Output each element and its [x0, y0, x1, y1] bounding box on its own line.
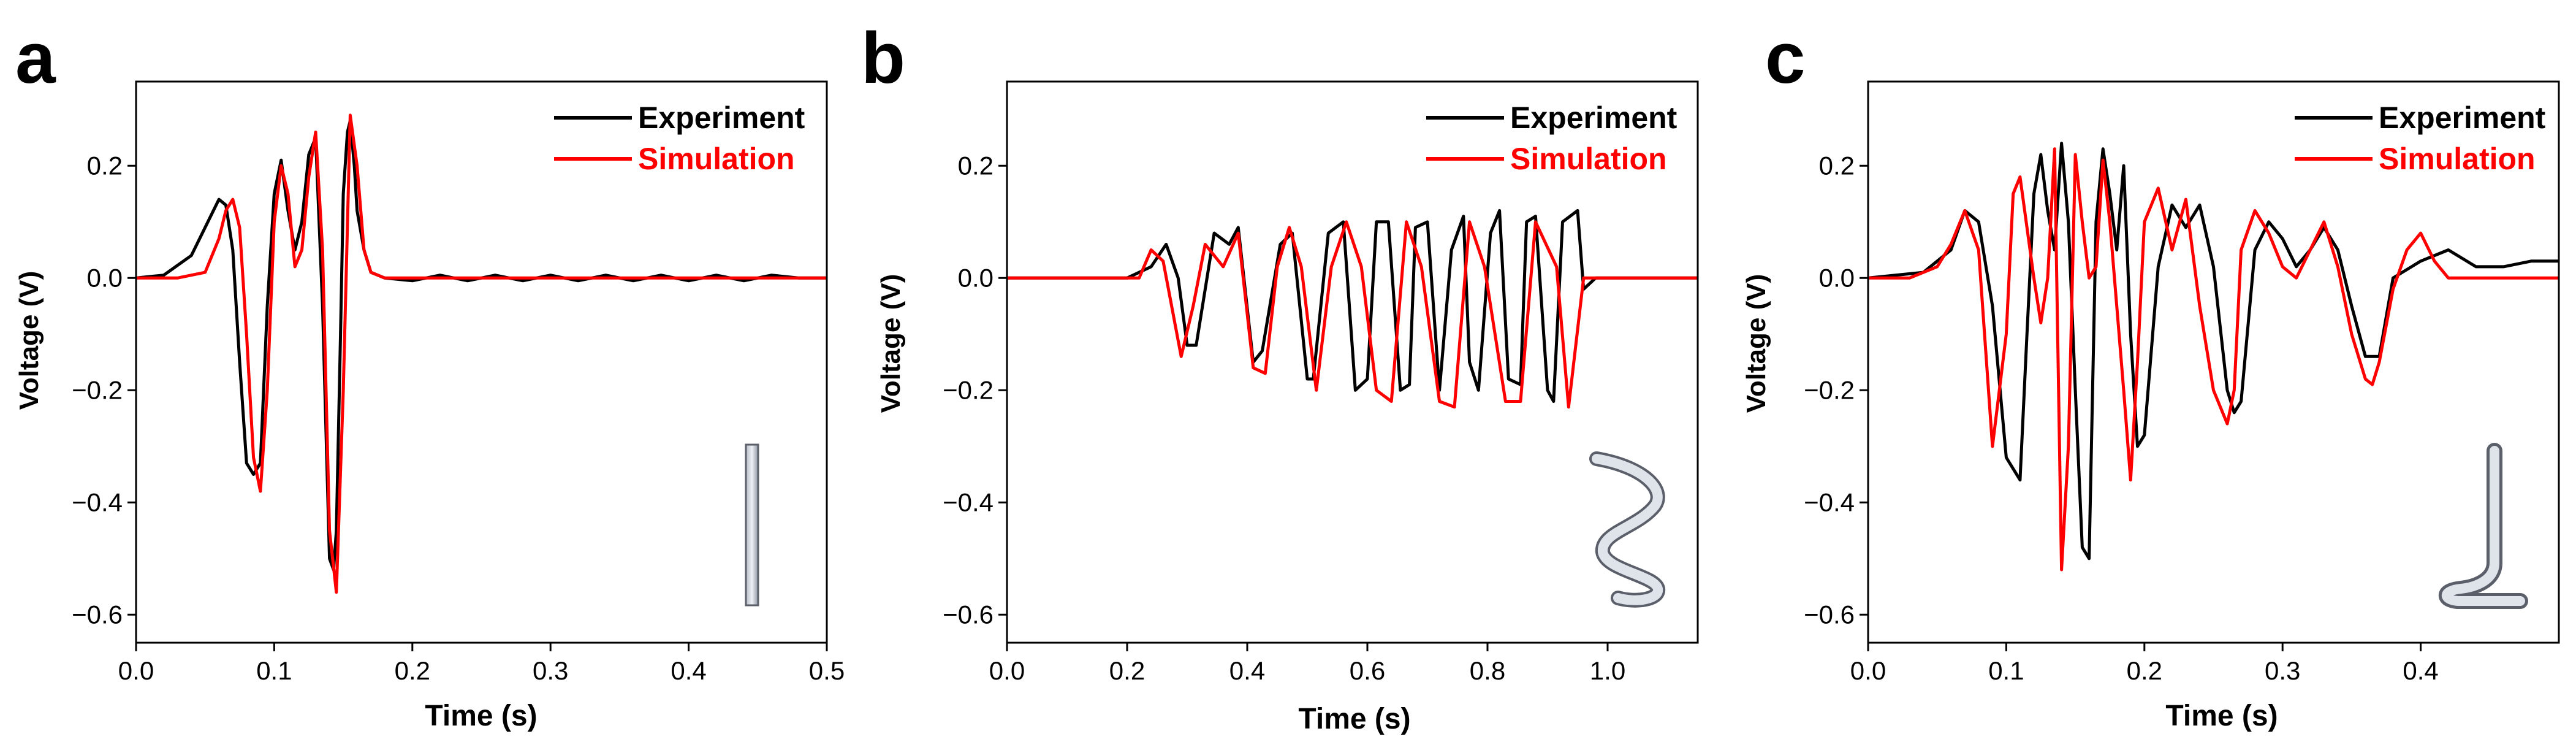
svg-text:Voltage (V): Voltage (V): [1741, 274, 1771, 413]
x-tick-label: 0.0: [989, 656, 1025, 685]
y-tick-label: −0.4: [72, 488, 123, 516]
legend-label: Experiment: [1510, 101, 1677, 135]
legend-label: Simulation: [2379, 142, 2536, 176]
series-line-experiment: [1007, 209, 1698, 403]
panel-label: c: [1765, 18, 1806, 99]
y-axis-title: Voltage (V): [1741, 274, 1771, 413]
x-tick-label: 0.5: [809, 656, 845, 685]
y-tick-label: −0.4: [1804, 488, 1855, 516]
y-tick-label: −0.2: [72, 375, 123, 404]
x-tick-label: 0.4: [1229, 656, 1265, 685]
y-tick-label: 0.2: [1819, 151, 1855, 180]
inset-helix-icon: [1589, 451, 1665, 608]
y-tick-label: −0.4: [943, 488, 994, 516]
x-tick-label: 0.1: [256, 656, 292, 685]
x-tick-label: 0.4: [671, 656, 706, 685]
y-tick-label: −0.6: [1804, 600, 1855, 629]
plot-frame: [1006, 80, 1699, 644]
x-tick-label: 0.3: [533, 656, 568, 685]
x-tick-label: 0.8: [1470, 656, 1505, 685]
x-tick-label: 0.3: [2265, 656, 2300, 685]
y-tick-label: −0.6: [72, 600, 123, 629]
svg-text:Voltage (V): Voltage (V): [876, 274, 906, 413]
series-line-simulation: [1868, 147, 2559, 572]
legend: Experiment Simulation: [554, 101, 805, 176]
x-tick-label: 0.0: [118, 656, 154, 685]
x-tick-label: 0.0: [1850, 656, 1886, 685]
series-line-simulation: [136, 113, 827, 594]
x-tick-label: 1.0: [1590, 656, 1625, 685]
y-axis-title: Voltage (V): [876, 274, 906, 413]
svg-text:Voltage (V): Voltage (V): [14, 271, 44, 410]
x-axis-title: Time (s): [425, 700, 537, 732]
y-tick-label: 0.2: [87, 151, 123, 180]
legend-label: Experiment: [638, 101, 805, 135]
y-tick-label: −0.2: [1804, 375, 1855, 404]
series-line-simulation: [1007, 220, 1698, 409]
x-tick-label: 0.4: [2403, 656, 2438, 685]
inset-straight-rod-icon: [745, 443, 759, 607]
x-axis-title: Time (s): [1298, 703, 1410, 735]
y-tick-label: −0.6: [943, 600, 994, 629]
panel-c: c Voltage (V) Time (s) 0.0 0.1 0.2 0.3 0.4 −0…: [1741, 18, 2560, 732]
y-tick-label: 0.0: [958, 263, 994, 292]
x-axis-title: Time (s): [2165, 700, 2278, 732]
y-tick-label: 0.0: [87, 263, 123, 292]
legend: Experiment Simulation: [2295, 101, 2546, 176]
y-tick-label: 0.0: [1819, 263, 1855, 292]
series-line-experiment: [136, 119, 827, 572]
legend: Experiment Simulation: [1426, 101, 1677, 176]
y-tick-label: −0.2: [943, 375, 994, 404]
panel-a: a Voltage (V) Time (s) 0.0 0.1 0.2 0.3 0.4 0.…: [14, 18, 845, 732]
legend-label: Simulation: [1510, 142, 1667, 176]
inset-j-hook-icon: [2438, 443, 2528, 609]
plot-frame: [1867, 80, 2560, 644]
y-axis-title: Voltage (V): [14, 271, 44, 410]
x-tick-label: 0.2: [395, 656, 430, 685]
panel-b: b Voltage (V) Time (s) 0.0 0.2 0.4 0.6 0.8 1.…: [861, 18, 1699, 735]
legend-label: Experiment: [2379, 101, 2546, 135]
x-tick-label: 0.2: [2127, 656, 2162, 685]
series-line-experiment: [1868, 142, 2559, 561]
panel-label: b: [861, 18, 905, 99]
plot-frame: [135, 80, 828, 644]
x-tick-label: 0.6: [1350, 656, 1385, 685]
legend-label: Simulation: [638, 142, 795, 176]
panel-label: a: [15, 18, 56, 99]
x-tick-label: 0.1: [1988, 656, 2024, 685]
x-tick-label: 0.2: [1109, 656, 1145, 685]
y-tick-label: 0.2: [958, 151, 994, 180]
